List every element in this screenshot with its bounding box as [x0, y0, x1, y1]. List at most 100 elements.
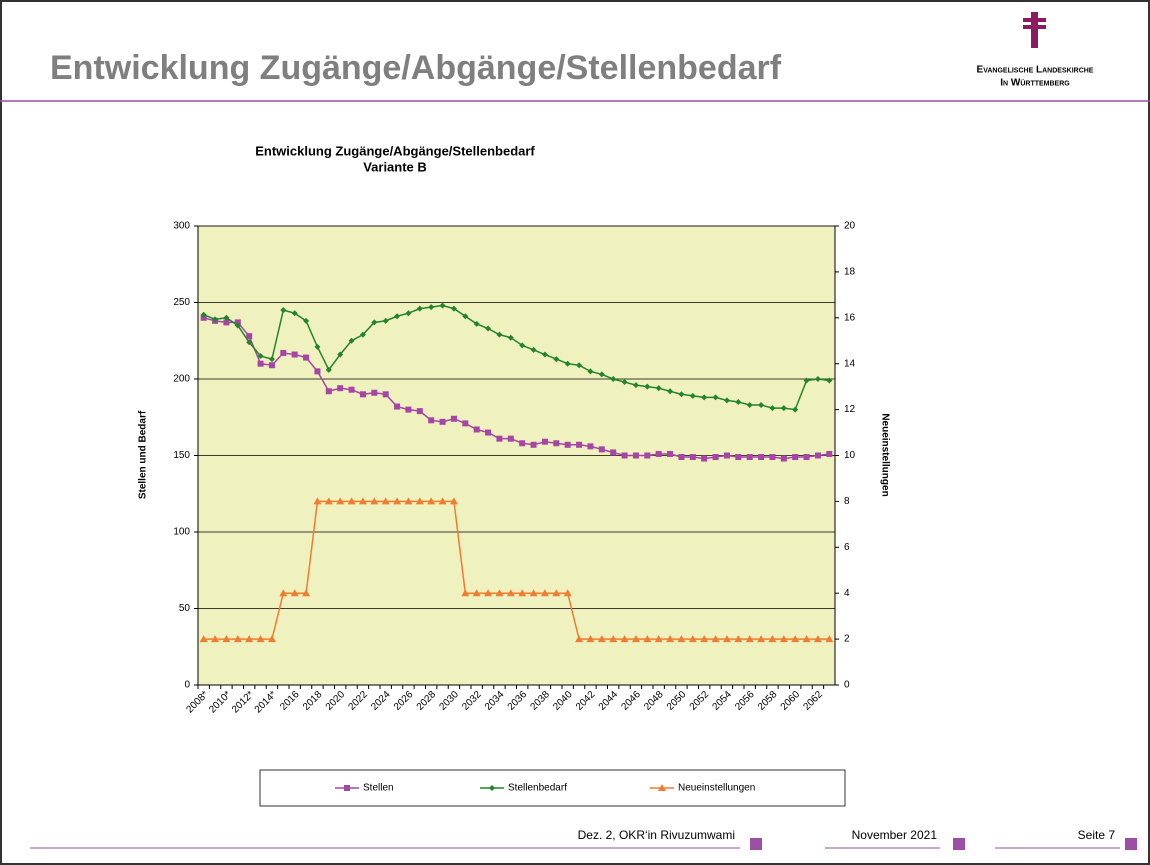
point	[485, 325, 492, 332]
point	[394, 313, 401, 320]
point	[428, 304, 435, 311]
point	[587, 443, 594, 450]
point	[485, 429, 492, 436]
point	[769, 454, 776, 461]
point	[655, 450, 662, 457]
chart-subtitle: Variante B	[363, 159, 427, 174]
point	[758, 454, 765, 461]
point	[518, 589, 527, 597]
point	[199, 635, 208, 643]
point	[621, 452, 628, 459]
point	[450, 415, 457, 422]
point	[803, 454, 810, 461]
point	[734, 635, 743, 643]
point	[427, 497, 436, 505]
y2-tick-label: 6	[844, 542, 850, 553]
point	[689, 454, 696, 461]
point	[450, 305, 457, 312]
point	[620, 635, 629, 643]
y2-tick-label: 2	[844, 634, 850, 645]
y-tick-label: 150	[173, 450, 190, 461]
point	[211, 635, 220, 643]
point	[439, 418, 446, 425]
point	[223, 314, 230, 321]
point	[610, 376, 617, 382]
point	[347, 497, 356, 505]
point	[610, 449, 617, 456]
footer-author: Dez. 2, OKR‘in Rivuzumwami	[578, 828, 735, 842]
point	[234, 319, 241, 326]
point	[246, 339, 253, 346]
point	[700, 635, 709, 643]
point	[302, 589, 311, 597]
point	[496, 331, 503, 338]
y-tick-label: 0	[184, 680, 190, 691]
point	[416, 408, 423, 415]
point	[803, 377, 810, 384]
point	[587, 368, 594, 375]
point	[344, 785, 350, 791]
legend-label: Neueinstellungen	[678, 783, 755, 794]
point	[405, 406, 412, 413]
point	[723, 397, 730, 404]
slide-title: Entwicklung Zugänge/Abgänge/Stellenbedar…	[50, 49, 782, 87]
point	[644, 383, 651, 390]
point	[667, 388, 674, 395]
chart-title: Entwicklung Zugänge/Abgänge/Stellenbedar…	[255, 143, 535, 158]
point	[658, 784, 666, 791]
point	[735, 398, 742, 405]
point	[802, 635, 811, 643]
point	[394, 403, 401, 410]
point	[746, 454, 753, 461]
point	[313, 497, 322, 505]
y2-tick-label: 20	[844, 221, 856, 232]
point	[735, 454, 742, 461]
point	[291, 310, 298, 317]
point	[223, 319, 230, 326]
point	[667, 450, 674, 457]
point	[371, 389, 378, 396]
y2-tick-label: 18	[844, 267, 856, 278]
point	[689, 392, 696, 399]
point	[484, 589, 493, 597]
point	[507, 435, 514, 442]
point	[462, 420, 469, 427]
point	[439, 302, 446, 309]
point	[769, 405, 776, 412]
y-tick-label: 200	[173, 374, 190, 385]
point	[246, 333, 253, 340]
point	[303, 317, 310, 324]
point	[711, 635, 720, 643]
point	[631, 635, 640, 643]
point	[553, 440, 560, 447]
point	[597, 635, 606, 643]
point	[348, 337, 355, 344]
point	[428, 417, 435, 424]
point	[280, 349, 287, 356]
point	[291, 351, 298, 358]
point	[472, 589, 481, 597]
point	[279, 589, 288, 597]
point	[814, 452, 821, 459]
point	[461, 589, 470, 597]
point	[779, 635, 788, 643]
point	[325, 388, 332, 395]
point	[552, 589, 561, 597]
point	[200, 314, 207, 321]
y2-tick-label: 16	[844, 312, 856, 323]
footer-page: Seite 7	[1078, 828, 1116, 842]
point	[643, 635, 652, 643]
point	[222, 635, 231, 643]
point	[370, 497, 379, 505]
point	[438, 497, 447, 505]
point	[598, 446, 605, 453]
point	[200, 311, 207, 318]
point	[382, 391, 389, 398]
point	[325, 366, 332, 373]
point	[257, 353, 264, 360]
point	[678, 391, 685, 398]
point	[825, 635, 834, 643]
point	[632, 452, 639, 459]
y2-tick-label: 4	[844, 588, 850, 599]
